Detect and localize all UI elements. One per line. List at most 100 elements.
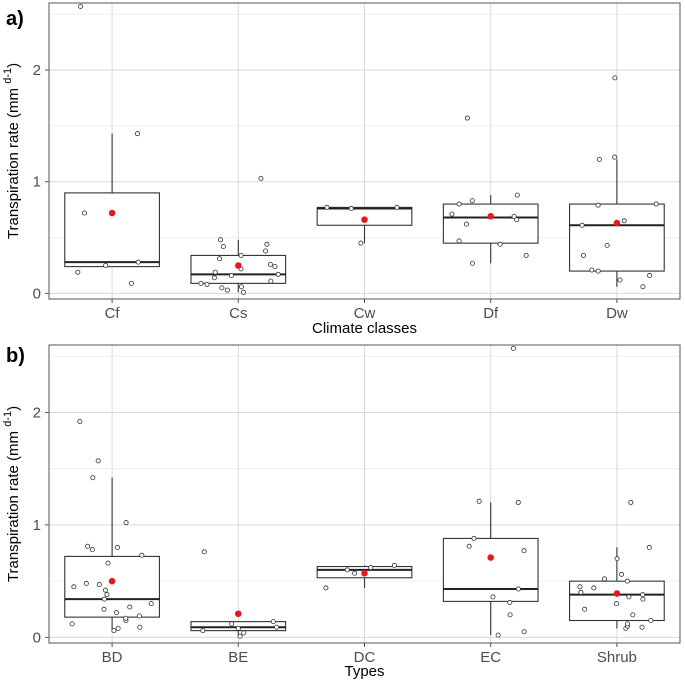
data-point bbox=[218, 237, 224, 243]
data-point bbox=[507, 600, 513, 606]
data-point bbox=[90, 475, 96, 481]
y-tick-label: 0 bbox=[33, 629, 41, 646]
x-tick-label: Dw bbox=[606, 305, 628, 322]
data-point bbox=[577, 584, 583, 590]
panel-b: b) Transpiration rate (mm d-1) Types 0 1 2… bbox=[2, 344, 681, 680]
data-point bbox=[228, 273, 234, 279]
data-point bbox=[596, 156, 602, 162]
data-point bbox=[324, 204, 330, 210]
data-point bbox=[589, 267, 595, 273]
data-point bbox=[123, 520, 129, 526]
box-group-dc bbox=[316, 562, 413, 591]
mean-point bbox=[487, 213, 495, 220]
data-point bbox=[274, 624, 280, 630]
data-point bbox=[507, 612, 513, 618]
data-point bbox=[640, 284, 646, 290]
data-point bbox=[368, 565, 374, 571]
data-point bbox=[204, 281, 210, 287]
x-tick-label: BD bbox=[102, 649, 123, 666]
data-point bbox=[653, 201, 659, 207]
box-group-dw bbox=[569, 75, 665, 290]
data-point bbox=[579, 222, 585, 228]
y-axis-title: Transpiration rate (mm d-1) bbox=[2, 63, 22, 239]
mean-point bbox=[361, 216, 368, 223]
data-point bbox=[267, 261, 273, 267]
data-point bbox=[612, 154, 618, 160]
y-tick-label: 0 bbox=[33, 285, 41, 302]
data-point bbox=[521, 629, 527, 635]
data-point bbox=[613, 601, 619, 607]
data-point bbox=[211, 275, 217, 281]
data-point bbox=[456, 201, 462, 207]
data-point bbox=[258, 175, 264, 181]
mean-point bbox=[361, 569, 368, 577]
box-group-shrub bbox=[569, 499, 665, 631]
x-tick-label: Cs bbox=[229, 305, 247, 322]
x-axis-title: Climate classes bbox=[312, 320, 417, 337]
data-point bbox=[101, 596, 107, 602]
data-point bbox=[514, 192, 520, 198]
data-point bbox=[521, 548, 527, 554]
box bbox=[316, 206, 413, 226]
box bbox=[64, 555, 160, 618]
data-point bbox=[224, 287, 230, 293]
data-point bbox=[139, 552, 145, 558]
y-axis-title-main: Transpiration rate (mm bbox=[5, 84, 22, 239]
panel-label: b) bbox=[6, 345, 25, 367]
data-point bbox=[136, 613, 142, 619]
data-point bbox=[240, 289, 246, 295]
data-point bbox=[582, 606, 588, 612]
data-point bbox=[264, 241, 270, 247]
box-group-bd bbox=[64, 418, 160, 634]
mean-point bbox=[108, 577, 116, 585]
data-point bbox=[624, 621, 630, 627]
data-point bbox=[77, 418, 83, 424]
data-point bbox=[115, 625, 121, 631]
data-point bbox=[104, 592, 110, 598]
mean-point bbox=[108, 209, 116, 217]
data-point bbox=[135, 131, 141, 137]
data-point bbox=[272, 264, 278, 270]
data-point bbox=[219, 285, 225, 291]
data-point bbox=[640, 596, 646, 602]
data-point bbox=[515, 586, 521, 592]
data-point bbox=[449, 211, 455, 217]
data-point bbox=[621, 218, 627, 224]
data-point bbox=[619, 571, 625, 577]
data-point bbox=[348, 206, 354, 212]
data-point bbox=[495, 632, 501, 638]
data-point bbox=[148, 601, 154, 607]
data-point bbox=[200, 628, 206, 634]
box-group-ec bbox=[442, 345, 539, 638]
data-point bbox=[581, 252, 587, 258]
data-point bbox=[96, 582, 102, 588]
data-point bbox=[469, 260, 475, 266]
data-point bbox=[137, 624, 143, 630]
data-point bbox=[135, 259, 141, 265]
data-point bbox=[352, 570, 358, 576]
y-axis-title-main: Transpiration rate (mm bbox=[5, 427, 22, 582]
plot-frame bbox=[48, 344, 681, 644]
data-point bbox=[595, 202, 601, 208]
data-point bbox=[601, 576, 607, 582]
box bbox=[442, 537, 539, 602]
x-tick-label: Cw bbox=[354, 305, 376, 322]
box bbox=[64, 192, 160, 268]
data-point bbox=[463, 221, 469, 227]
data-point bbox=[268, 278, 274, 284]
data-point bbox=[237, 633, 243, 639]
y-axis-title-close: ) bbox=[5, 63, 22, 68]
data-point bbox=[591, 585, 597, 591]
data-point bbox=[604, 242, 610, 248]
data-point bbox=[238, 284, 244, 290]
y-tick-label: 1 bbox=[33, 174, 41, 191]
data-point bbox=[217, 256, 223, 262]
mean-point bbox=[613, 219, 621, 227]
data-point bbox=[595, 268, 601, 274]
data-point bbox=[85, 543, 91, 549]
panel-label: a) bbox=[6, 8, 24, 30]
data-point bbox=[515, 499, 521, 505]
data-point bbox=[471, 535, 477, 541]
data-point bbox=[83, 580, 89, 586]
data-point bbox=[578, 589, 584, 595]
